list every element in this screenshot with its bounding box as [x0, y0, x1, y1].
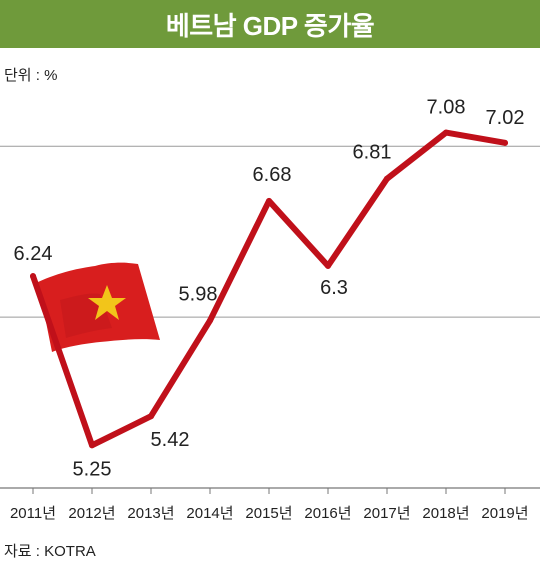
data-label: 6.3 — [320, 277, 348, 299]
vietnam-flag-icon — [38, 262, 160, 352]
x-tick-label: 2013년 — [127, 505, 174, 522]
data-point — [384, 175, 390, 182]
x-tick-label: 2015년 — [245, 505, 292, 522]
data-label: 5.42 — [151, 429, 190, 451]
title-bar: 베트남 GDP 증가율 — [0, 0, 540, 48]
data-label: 7.08 — [427, 97, 466, 119]
data-label: 5.98 — [179, 284, 218, 306]
x-tick-label: 2019년 — [481, 505, 528, 522]
unit-label: 단위 : % — [4, 67, 58, 84]
data-point — [325, 262, 331, 269]
x-tick-label: 2014년 — [186, 505, 233, 522]
data-point — [502, 139, 508, 146]
x-tick-label: 2016년 — [304, 505, 351, 522]
data-label: 7.02 — [486, 107, 525, 129]
data-label: 6.68 — [253, 164, 292, 186]
data-point — [30, 273, 36, 280]
data-label: 6.24 — [14, 243, 53, 265]
x-tick-label: 2012년 — [68, 505, 115, 522]
data-point — [443, 129, 449, 136]
data-point — [266, 197, 272, 204]
data-label: 5.25 — [73, 458, 112, 480]
source-note: 자료 : KOTRA — [4, 543, 96, 560]
data-label: 6.81 — [353, 142, 392, 164]
x-tick-label: 2018년 — [422, 505, 469, 522]
data-point — [148, 413, 154, 420]
x-tick-label: 2017년 — [363, 505, 410, 522]
x-axis: 2011년 2012년 2013년 2014년 2015년 2016년 2017년 2018년… — [0, 487, 540, 522]
x-tick-label: 2011년 — [10, 505, 56, 522]
data-point — [207, 317, 213, 324]
chart-title: 베트남 GDP 증가율 — [165, 10, 375, 41]
data-point — [89, 442, 95, 449]
